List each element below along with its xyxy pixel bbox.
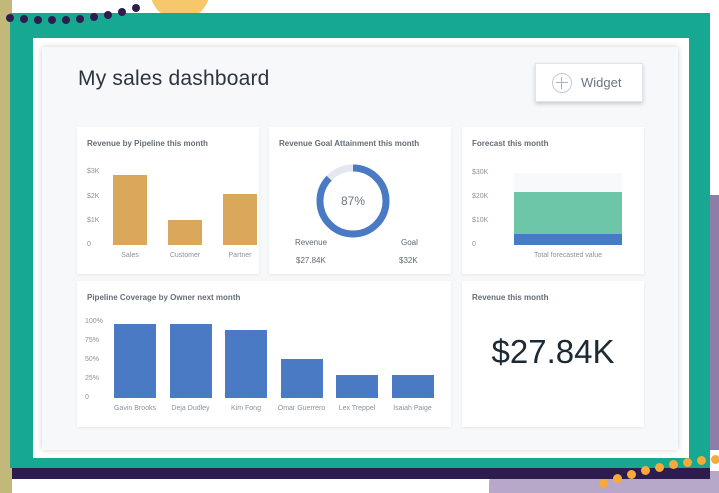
bar bbox=[223, 194, 257, 245]
y-tick-label: 25% bbox=[85, 375, 100, 382]
x-tick-label: Customer bbox=[169, 252, 201, 259]
card-title: Pipeline Coverage by Owner next month bbox=[87, 293, 241, 302]
bar bbox=[169, 323, 212, 398]
revenue-value: $27.84K bbox=[296, 256, 326, 265]
x-tick-label: Lex Treppel bbox=[338, 405, 376, 412]
x-tick-label: Total forecasted value bbox=[533, 252, 603, 259]
page-title: My sales dashboard bbox=[78, 67, 270, 90]
add-widget-label: Widget bbox=[581, 75, 622, 90]
y-tick-label: $1K bbox=[87, 216, 100, 224]
forecast-card[interactable]: Forecast this month $30K $20K $10K 0 Total f… bbox=[462, 127, 644, 274]
bar bbox=[114, 323, 156, 398]
bar bbox=[113, 174, 147, 245]
x-tick-label: Isaiah Paige bbox=[393, 405, 432, 412]
y-tick-label: 0 bbox=[87, 241, 91, 248]
donut-progress bbox=[316, 164, 390, 238]
y-tick-label: 75% bbox=[85, 337, 100, 344]
bar bbox=[280, 359, 323, 398]
card-title: Forecast this month bbox=[472, 139, 549, 148]
goal-label: Goal bbox=[401, 238, 418, 247]
goal-donut bbox=[316, 164, 390, 238]
x-tick-label: Gavin Brooks bbox=[113, 405, 157, 412]
revenue-this-month-card[interactable]: Revenue this month $27.84K bbox=[462, 281, 644, 427]
bar bbox=[336, 375, 378, 398]
card-title: Revenue Goal Attainment this month bbox=[279, 139, 420, 148]
bar bbox=[391, 375, 434, 398]
stack-segment bbox=[514, 234, 622, 245]
goal-value: $32K bbox=[399, 256, 418, 265]
y-tick-label: $2K bbox=[87, 192, 100, 200]
x-tick-label: Kim Fong bbox=[231, 405, 261, 412]
goal-percent: 87% bbox=[341, 194, 366, 208]
y-tick-label: $3K bbox=[87, 168, 100, 176]
x-tick-label: Partner bbox=[228, 252, 252, 259]
y-tick-label: 0 bbox=[85, 394, 89, 401]
revenue-label: Revenue bbox=[295, 238, 328, 247]
goal-attainment-card[interactable]: Revenue Goal Attainment this month 87% R… bbox=[269, 127, 451, 274]
x-tick-label: Omar Guerrero bbox=[277, 405, 326, 412]
revenue-big-value: $27.84K bbox=[491, 333, 615, 370]
x-tick-label: Deja Dudley bbox=[171, 405, 210, 412]
y-tick-label: 0 bbox=[472, 241, 476, 248]
card-title: Revenue by Pipeline this month bbox=[87, 139, 208, 148]
plus-circle-icon bbox=[552, 72, 572, 93]
y-tick-label: $30K bbox=[472, 169, 489, 176]
bg-dots-orange bbox=[599, 453, 719, 493]
stack-segment bbox=[514, 192, 622, 235]
bg-stripe bbox=[0, 0, 12, 493]
revenue-by-pipeline-card[interactable]: Revenue by Pipeline this month $3K $2K $1K… bbox=[77, 127, 259, 274]
dashboard: My sales dashboard Widget Revenue by Pip… bbox=[42, 47, 678, 450]
card-title: Revenue this month bbox=[472, 293, 549, 302]
pipeline-coverage-card[interactable]: Pipeline Coverage by Owner next month 10… bbox=[77, 281, 451, 427]
y-tick-label: 100% bbox=[85, 318, 103, 325]
bar bbox=[225, 330, 267, 398]
y-tick-label: 50% bbox=[85, 356, 100, 363]
bar bbox=[168, 219, 202, 245]
x-tick-label: Sales bbox=[121, 252, 139, 259]
add-widget-button[interactable]: Widget bbox=[535, 63, 643, 102]
y-tick-label: $10K bbox=[472, 217, 489, 224]
y-tick-label: $20K bbox=[472, 193, 489, 200]
